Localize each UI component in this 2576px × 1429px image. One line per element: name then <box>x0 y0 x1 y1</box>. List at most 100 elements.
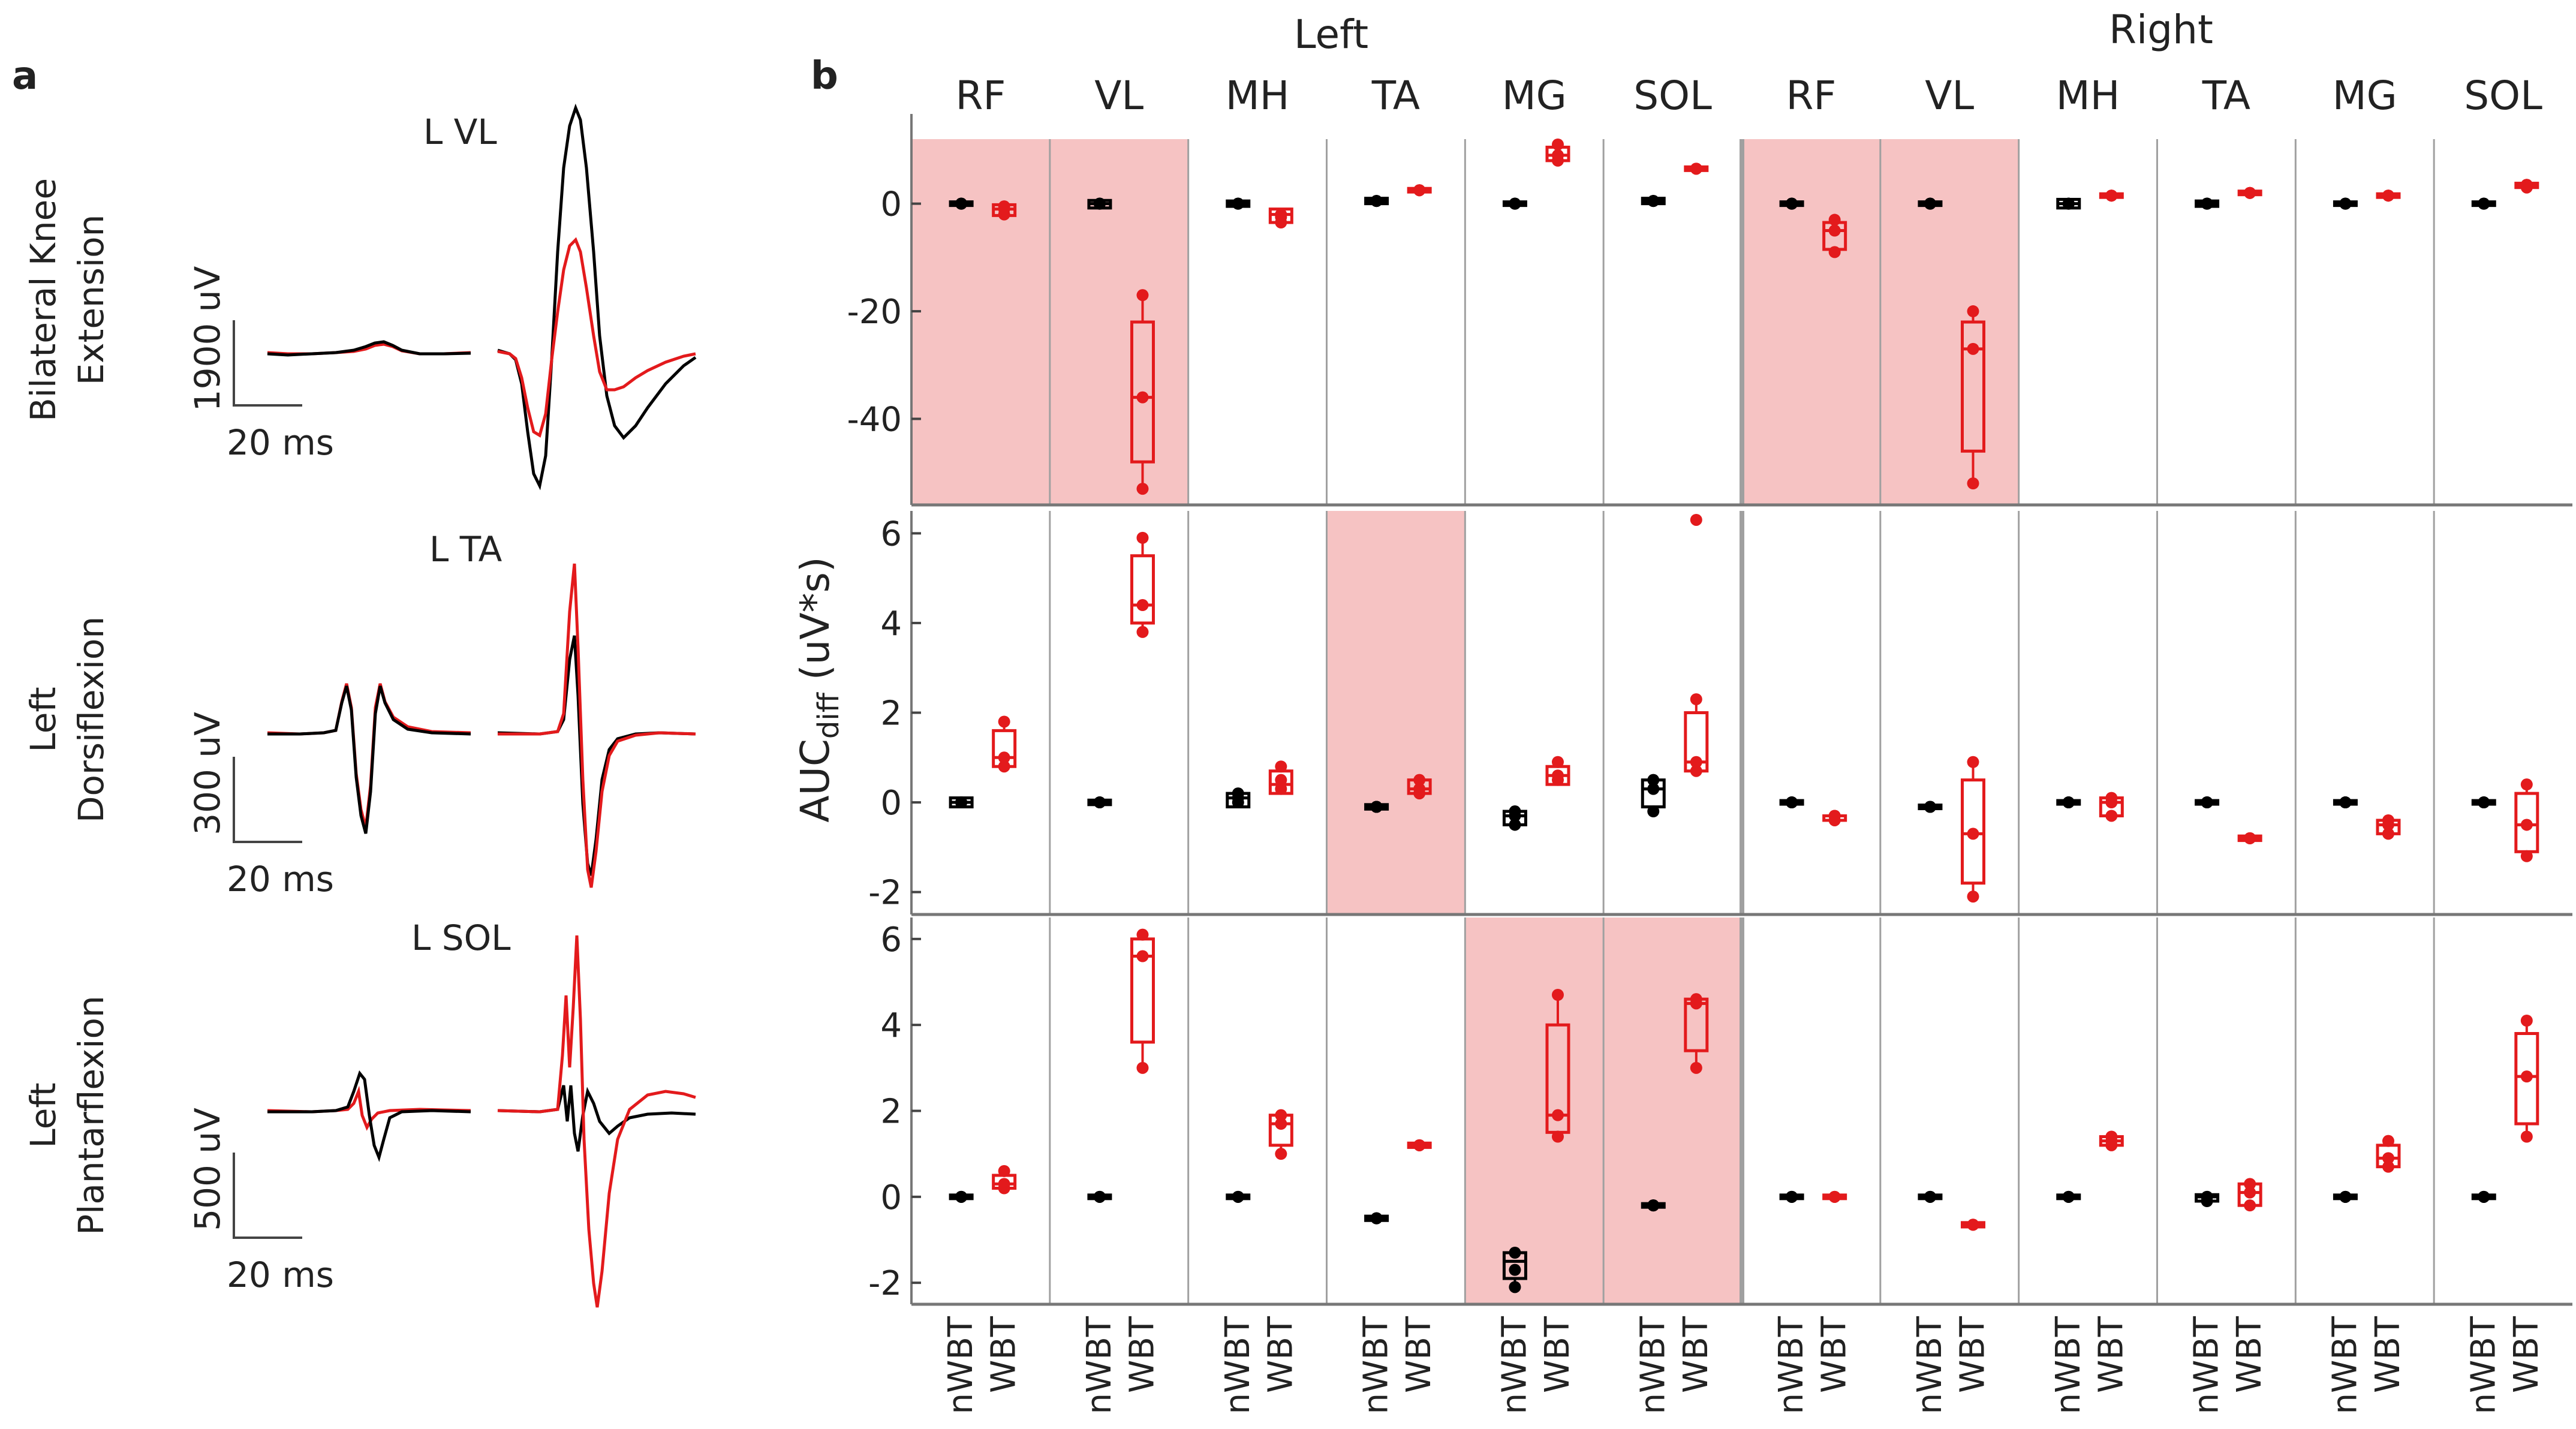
box-wbt <box>1130 928 1155 1074</box>
data-point <box>2062 197 2075 210</box>
amplitude-scale-label: 1900 uV <box>187 266 228 411</box>
data-point <box>955 796 968 809</box>
muscle-header: RF <box>956 73 1006 119</box>
box-wbt <box>1822 1190 1847 1203</box>
y-tick-label: 6 <box>880 515 902 553</box>
data-point <box>2520 1130 2533 1143</box>
x-tick-label-nwbt: nWBT <box>2187 1316 2226 1414</box>
significance-highlight <box>911 139 1050 505</box>
data-point <box>1690 756 1702 768</box>
x-tick-label-nwbt: nWBT <box>1633 1316 1672 1414</box>
box-wbt <box>1960 1219 1985 1231</box>
data-point <box>1413 783 1426 795</box>
data-point <box>2520 179 2533 191</box>
data-point <box>1924 1190 1936 1203</box>
muscle-header: RF <box>1786 73 1837 119</box>
data-point <box>1786 197 1798 210</box>
box-nwbt <box>2195 1190 2220 1207</box>
data-point <box>1509 197 1521 210</box>
data-point <box>1093 1190 1106 1203</box>
data-point <box>1509 805 1521 818</box>
data-point <box>1275 774 1287 786</box>
data-point <box>1786 1190 1798 1203</box>
box-wbt <box>1822 213 1847 258</box>
data-point <box>1136 928 1149 941</box>
emg-trace-nwbt <box>267 340 471 357</box>
data-point <box>2339 1190 2352 1203</box>
data-point <box>2062 796 2075 809</box>
data-point <box>2382 814 2394 826</box>
x-tick-label-nwbt: nWBT <box>1495 1316 1534 1414</box>
box-nwbt <box>2056 1190 2081 1203</box>
data-point <box>2382 1160 2394 1173</box>
data-point <box>1690 693 1702 706</box>
box-nwbt <box>2195 197 2220 210</box>
data-point <box>955 1190 968 1203</box>
data-point <box>1093 796 1106 809</box>
data-point <box>998 751 1010 764</box>
data-point <box>1275 216 1287 229</box>
data-point <box>2478 796 2490 809</box>
data-point <box>998 1165 1010 1177</box>
box-nwbt <box>1779 197 1804 210</box>
box-nwbt <box>949 796 974 809</box>
x-tick-label-wbt: WBT <box>2092 1316 2130 1393</box>
box-nwbt <box>1364 801 1389 813</box>
data-point <box>1509 1263 1521 1276</box>
data-point <box>1690 765 1702 777</box>
box-wbt <box>2376 189 2401 202</box>
box-wbt <box>1822 810 1847 826</box>
x-tick-label-wbt: WBT <box>1261 1316 1300 1393</box>
x-tick-label-nwbt: nWBT <box>1357 1316 1396 1414</box>
x-tick-label-nwbt: nWBT <box>1080 1316 1119 1414</box>
data-point <box>998 1178 1010 1190</box>
x-tick-label-wbt: WBT <box>2230 1316 2269 1393</box>
box-wbt <box>992 715 1017 773</box>
box-wbt <box>2099 792 2124 822</box>
data-point <box>1828 246 1841 258</box>
muscle-header: VL <box>1094 73 1143 119</box>
data-point <box>2520 850 2533 862</box>
box-wbt <box>992 1165 1017 1195</box>
data-point <box>1136 483 1149 495</box>
box-wbt <box>1130 531 1155 638</box>
box-wbt <box>2376 1135 2401 1173</box>
muscle-header: SOL <box>1633 73 1712 119</box>
data-point <box>1690 993 1702 1006</box>
y-axis-title-unit: (uV*s) <box>792 556 838 693</box>
data-point <box>1551 989 1564 1001</box>
plot-row: 0 -20 -40 <box>847 114 2572 507</box>
y-axis-title-main: AUC <box>792 739 838 823</box>
x-tick-label-wbt: WBT <box>1953 1316 1992 1393</box>
data-point <box>1828 213 1841 226</box>
x-axis-labels: nWBT WBT nWBT WBT nWBT WBT nWBT WBT nWBT WBT nWBT W… <box>941 1316 2546 1414</box>
data-point <box>1136 289 1149 302</box>
box-wbt <box>2514 179 2539 194</box>
data-point <box>1232 1190 1244 1203</box>
x-tick-label-nwbt: nWBT <box>941 1316 980 1414</box>
data-point <box>2382 1152 2394 1165</box>
x-tick-label-wbt: WBT <box>985 1316 1024 1393</box>
muscle-header: MG <box>2333 73 2397 119</box>
box-wbt <box>1545 138 1570 167</box>
muscle-header: SOL <box>2464 73 2542 119</box>
box-iqr <box>1130 554 1155 625</box>
data-point <box>998 715 1010 728</box>
box-nwbt <box>1502 805 1527 831</box>
data-point <box>1647 783 1660 795</box>
data-point <box>1647 805 1660 818</box>
data-point <box>1275 783 1287 795</box>
box-nwbt <box>1918 801 1943 813</box>
condition-label-line-2: Extension <box>71 215 112 386</box>
box-nwbt <box>1087 1190 1112 1203</box>
data-point <box>1551 756 1564 768</box>
data-point <box>2339 197 2352 210</box>
data-point <box>1275 760 1287 773</box>
condition-label-line-2: Dorsiflexion <box>71 616 112 823</box>
scale-bar <box>233 320 302 407</box>
box-nwbt <box>949 197 974 210</box>
significance-highlight <box>1049 139 1188 505</box>
panel-b-label: b <box>811 54 838 98</box>
data-point <box>1413 1139 1426 1151</box>
